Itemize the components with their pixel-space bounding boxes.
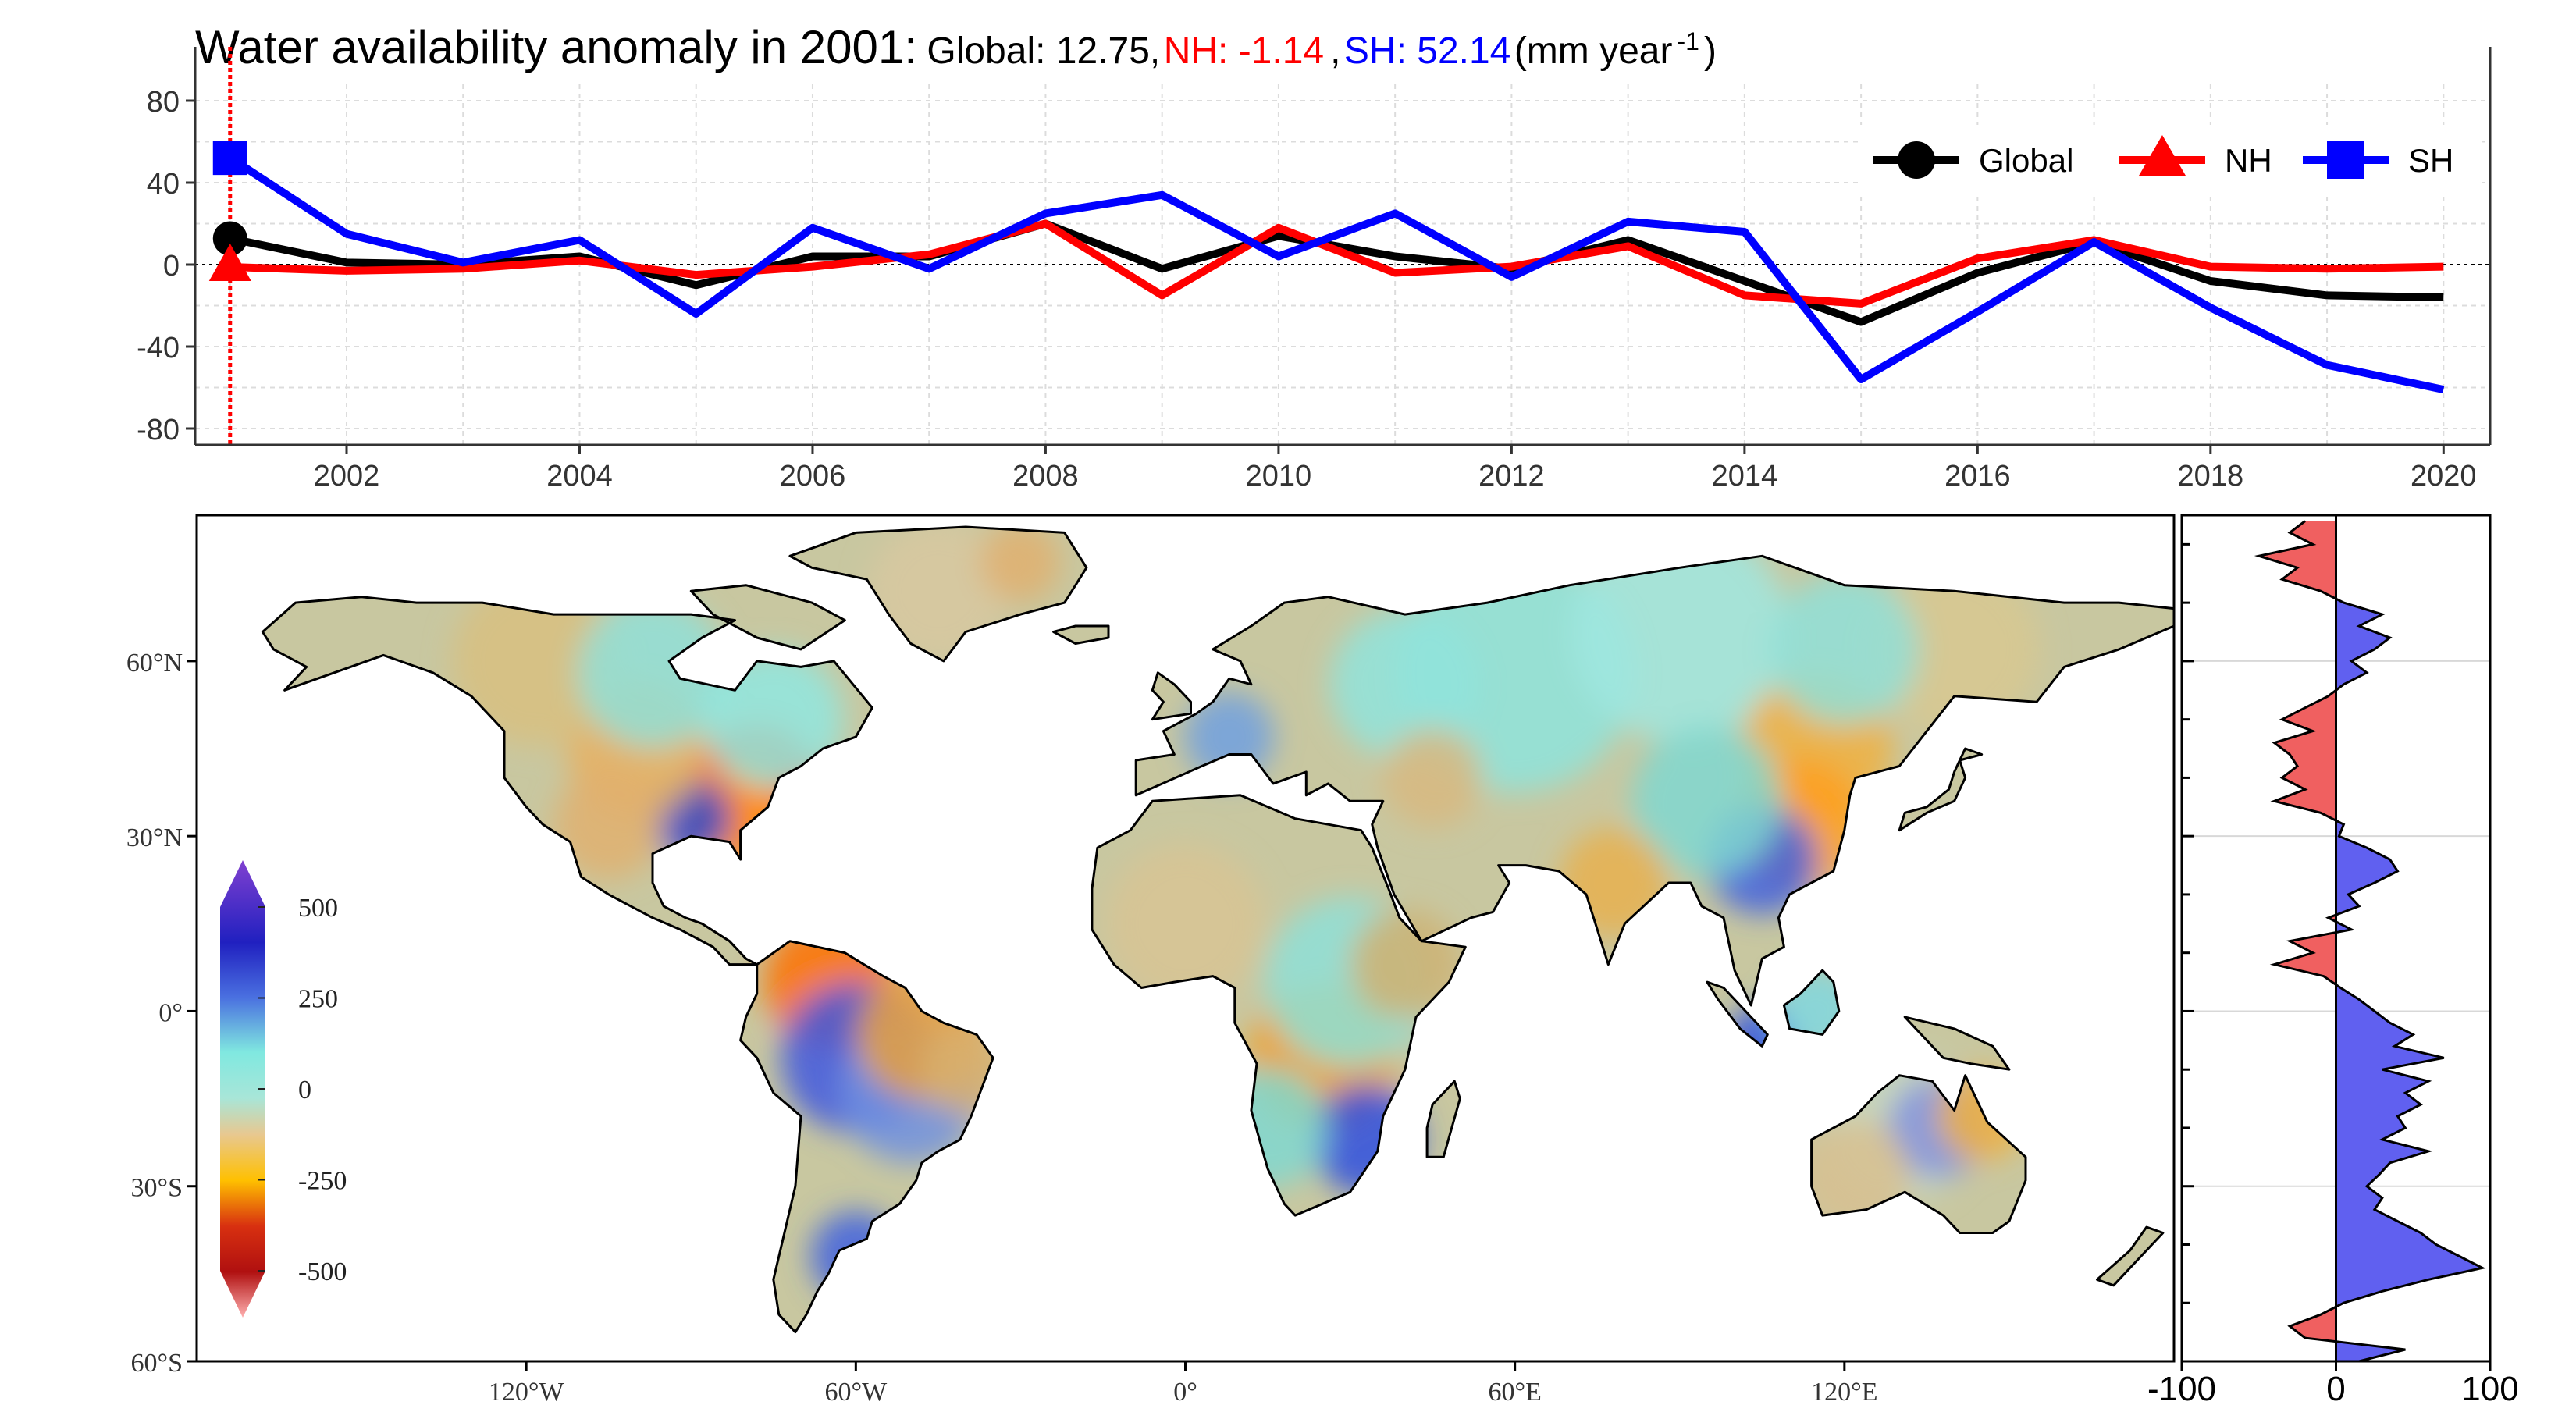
timeseries-y-tick-label: 80 xyxy=(147,86,180,119)
anomaly-blob xyxy=(868,527,1009,661)
timeseries-y-tick-label: 0 xyxy=(163,250,180,283)
timeseries-x-tick-label: 2008 xyxy=(1012,460,1079,493)
legend-marker-global xyxy=(1898,141,1935,179)
timeseries-y-tick-label: 40 xyxy=(147,168,180,201)
series-marker-nh xyxy=(208,243,251,281)
series-marker-global xyxy=(212,221,247,256)
title-units-open: (mm year xyxy=(1514,30,1673,72)
land-new-guinea xyxy=(1905,1016,2009,1070)
zonal-negative-area xyxy=(2258,521,2336,1361)
zonal-mean-panel: -100 0 100 xyxy=(2147,514,2519,1405)
coastline-south-america xyxy=(739,940,994,1334)
map-lat-tick-label: 0° xyxy=(158,998,183,1027)
title-nh-value: NH: -1.14 xyxy=(1163,30,1325,72)
anomaly-blob xyxy=(553,769,664,880)
legend-marker-sh xyxy=(2327,141,2364,179)
legend-label-global: Global xyxy=(1979,142,2073,179)
map-coastlines xyxy=(261,525,2174,1334)
land-britain xyxy=(1152,672,1191,720)
colorbar-scale xyxy=(220,860,265,1318)
coastline-japan xyxy=(1898,747,1984,832)
map-lon-tick-label: 60°W xyxy=(824,1378,888,1405)
map-lon-tick-label: 0° xyxy=(1173,1378,1197,1405)
coastline-new-guinea xyxy=(1903,1016,2011,1071)
timeseries-x-tick-label: 2004 xyxy=(546,460,613,493)
coastline-greenland xyxy=(788,525,1088,663)
anomaly-blob xyxy=(1631,726,1782,877)
anomaly-blob xyxy=(452,576,623,746)
anomaly-map: 60°N 30°N 0° 30°S 60°S 120°W 60°W 0° 60°E 120°E 5… xyxy=(126,514,2519,1405)
timeseries-x-tick-label: 2016 xyxy=(1944,460,2011,493)
legend-label-sh: SH xyxy=(2408,142,2453,179)
coastline-africa xyxy=(1091,794,1467,1217)
anomaly-blob xyxy=(1769,574,1920,724)
anomaly-blob xyxy=(1105,843,1265,1004)
coastline-iceland xyxy=(1052,624,1110,645)
timeseries-x-tick-label: 2014 xyxy=(1712,460,1778,493)
map-axes: 60°N 30°N 0° 30°S 60°S 120°W 60°W 0° 60°E 120°E xyxy=(126,649,1878,1405)
colorbar-tick-label: 500 xyxy=(298,894,338,923)
figure-title: Water availability anomaly in 2001: Glob… xyxy=(195,20,1717,74)
map-lat-tick-label: 30°N xyxy=(126,823,183,852)
timeseries-y-tick-label: -40 xyxy=(137,332,180,365)
timeseries-x-tick-label: 2020 xyxy=(2411,460,2477,493)
title-global-value: Global: 12.75, xyxy=(927,30,1161,72)
anomaly-blob xyxy=(577,597,728,748)
colorbar-tick-label: 0 xyxy=(298,1076,311,1104)
coastline-borneo xyxy=(1782,969,1841,1036)
coastline-sumatra xyxy=(1706,980,1769,1048)
timeseries-legend: Global NH SH xyxy=(1858,125,2482,195)
timeseries-axes: 80 40 0 -40 -80 2002 2004 2006 2008 2010 2012 2014 2… xyxy=(137,47,2492,493)
series-line-nh xyxy=(229,219,2444,308)
zonal-x-tick-label: 100 xyxy=(2461,1370,2518,1405)
anomaly-blob xyxy=(980,527,1061,603)
map-lon-tick-label: 120°E xyxy=(1811,1378,1877,1405)
anomaly-blob xyxy=(1869,564,2040,735)
zonal-x-tick-label: -100 xyxy=(2147,1370,2216,1405)
title-units: (mm year -1) xyxy=(1514,27,1717,72)
title-separator: , xyxy=(1330,30,1341,72)
map-lon-tick-label: 60°E xyxy=(1488,1378,1541,1405)
timeseries-chart: 80 40 0 -40 -80 2002 2004 2006 2008 2010 2012 2014 2… xyxy=(137,47,2492,493)
map-lat-tick-label: 30°S xyxy=(130,1174,183,1203)
coastline-north-america xyxy=(261,596,873,966)
timeseries-x-tick-label: 2010 xyxy=(1246,460,1312,493)
anomaly-blob xyxy=(1329,609,1480,759)
colorbar-tick-label: 250 xyxy=(298,985,338,1014)
zonal-positive-area xyxy=(2336,521,2483,1361)
series-line-sh xyxy=(228,154,2445,393)
anomaly-blob xyxy=(1382,727,1483,828)
coastline-new-zealand xyxy=(2096,1225,2165,1287)
coastline-baffin xyxy=(689,584,846,651)
land-new-zealand xyxy=(2097,1227,2163,1286)
title-units-exponent: -1 xyxy=(1677,27,1699,55)
zonal-profile-line xyxy=(2254,520,2486,1363)
zonal-x-tick-label: 0 xyxy=(2326,1370,2345,1405)
coastline-eurasia xyxy=(1134,554,2174,1007)
series-marker-sh xyxy=(212,140,247,176)
timeseries-x-tick-label: 2012 xyxy=(1478,460,1545,493)
timeseries-y-tick-label: -80 xyxy=(137,414,180,446)
title-units-close: ) xyxy=(1703,30,1717,72)
legend-marker-nh xyxy=(2139,135,2186,176)
colorbar-tick-label: -500 xyxy=(298,1257,347,1286)
timeseries-x-tick-label: 2006 xyxy=(780,460,846,493)
timeseries-x-tick-label: 2018 xyxy=(2178,460,2244,493)
legend-label-nh: NH xyxy=(2225,142,2272,179)
map-lon-tick-label: 120°W xyxy=(489,1378,565,1405)
coastline-australia xyxy=(1810,1074,2027,1234)
map-lat-tick-label: 60°N xyxy=(126,649,183,678)
colorbar: 500 250 0 -250 -500 xyxy=(220,860,347,1318)
colorbar-tick-label: -250 xyxy=(298,1167,347,1196)
coastline-britain xyxy=(1151,671,1192,721)
land-baffin xyxy=(691,585,845,649)
title-sh-value: SH: 52.14 xyxy=(1343,30,1511,72)
coastline-madagascar xyxy=(1425,1080,1461,1158)
timeseries-x-tick-label: 2002 xyxy=(314,460,380,493)
land-madagascar xyxy=(1427,1081,1461,1158)
title-main: Water availability anomaly in 2001: xyxy=(195,21,917,73)
timeseries-series xyxy=(208,140,2445,393)
map-lat-tick-label: 60°S xyxy=(130,1349,183,1378)
